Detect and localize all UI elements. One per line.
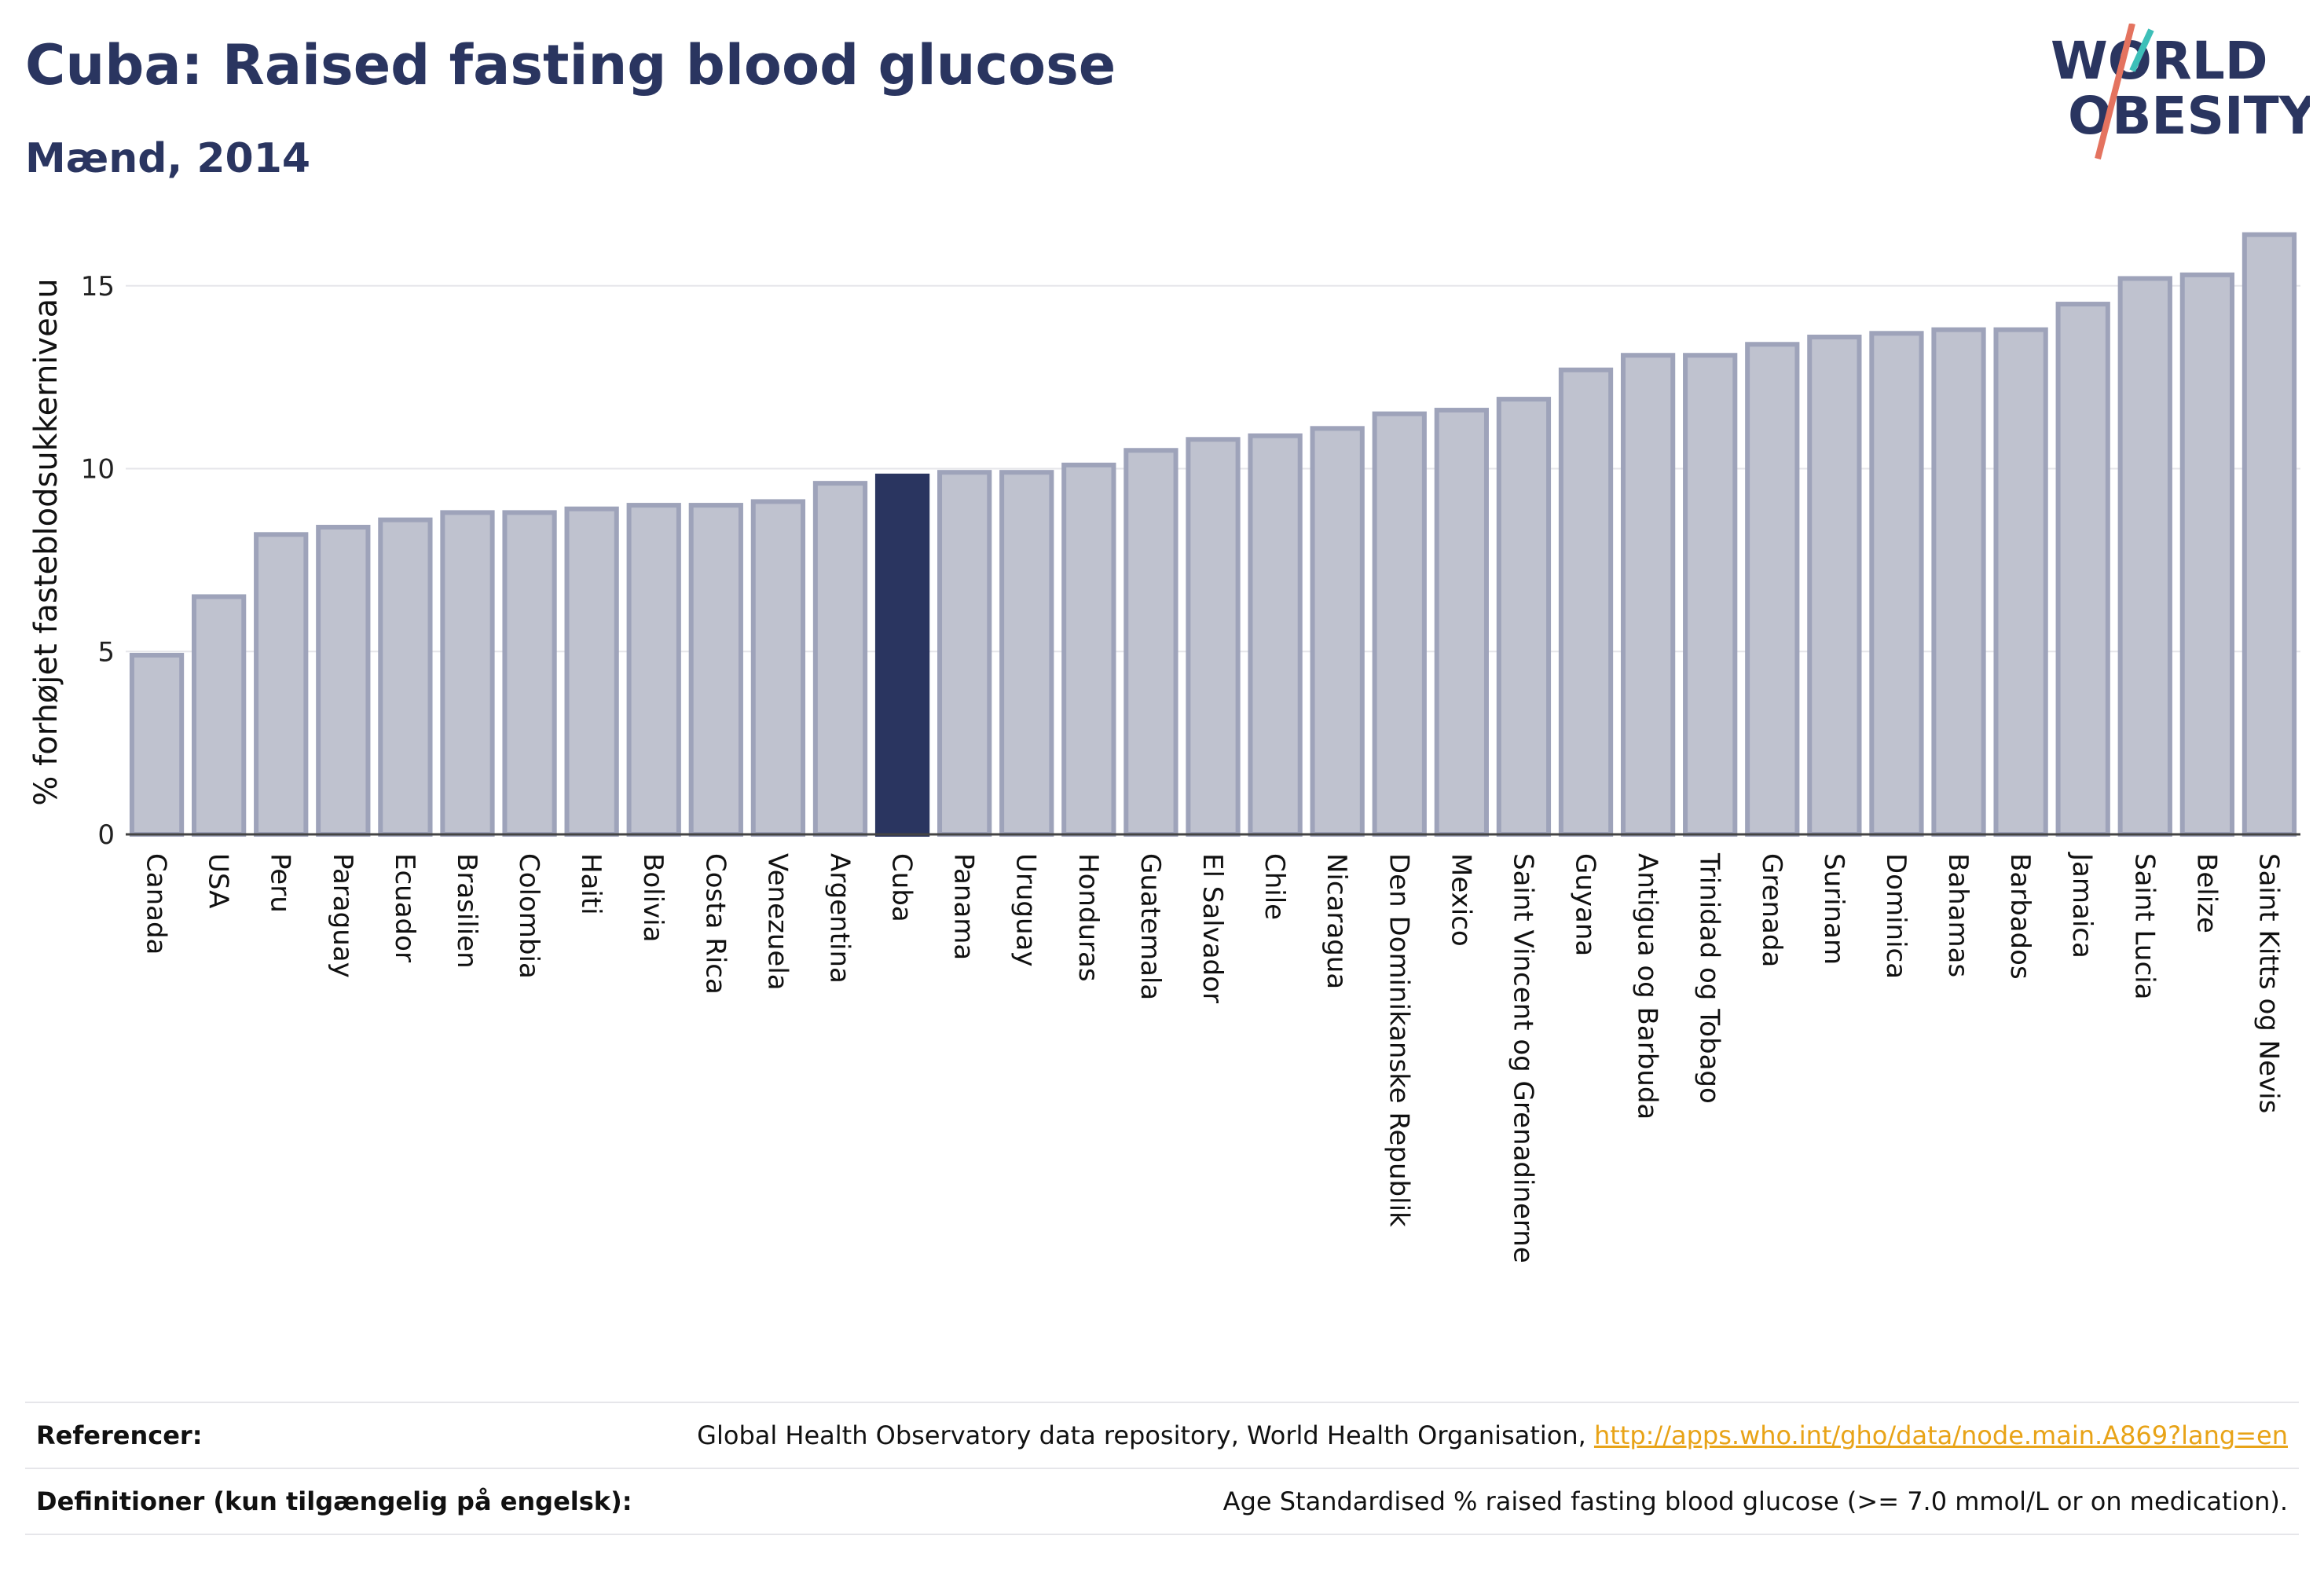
x-tick-label: Jamaica [2066, 852, 2098, 958]
chart-subtitle: Mænd, 2014 [25, 135, 311, 182]
bar-dominica [1869, 331, 1924, 837]
bar-argentina [812, 481, 868, 837]
y-tick-label: 10 [81, 454, 115, 486]
y-tick-label: 15 [81, 271, 115, 302]
x-tick-label: Belize [2190, 853, 2222, 933]
references-label: Referencer: [36, 1420, 203, 1450]
references-text: Global Health Observatory data repositor… [697, 1420, 1586, 1450]
bar-guyana [1558, 367, 1614, 837]
footer: Referencer: Global Health Observatory da… [25, 1402, 2299, 1535]
bar-grenada [1745, 342, 1800, 837]
bar-trinidad-og-tobago [1683, 353, 1738, 837]
bar-panama [937, 470, 992, 837]
bar-haiti [564, 506, 619, 837]
x-tick-label: Chile [1259, 853, 1290, 920]
x-tick-label: El Salvador [1197, 853, 1228, 1003]
x-tick-label: Brasilien [451, 853, 482, 969]
bar-chart: 0 5 10 15 Canada USA Peru Paraguay Ecuador Brasi… [28, 232, 2300, 1263]
x-tick-label: Barbados [2004, 853, 2036, 980]
x-tick-label: Den Dominikanske Republik [1383, 853, 1414, 1227]
bar-uruguay [999, 470, 1054, 837]
bar-nicaragua [1310, 426, 1365, 837]
bar-bolivia [626, 503, 681, 837]
bar-antigua-og-barbuda [1620, 353, 1676, 837]
y-tick-label: 0 [97, 819, 115, 851]
references-value: Global Health Observatory data repositor… [697, 1420, 2288, 1450]
x-tick-label: Ecuador [389, 853, 420, 962]
bar-peru [254, 532, 309, 837]
bar-usa [191, 594, 247, 837]
bars [129, 232, 2297, 837]
x-tick-label: Peru [265, 853, 296, 913]
x-tick-label: Panama [948, 853, 980, 960]
bar-cuba [874, 473, 930, 837]
bar-ecuador [378, 517, 433, 837]
bar-colombia [502, 510, 557, 837]
bar-jamaica [2055, 302, 2110, 837]
x-tick-label: Cuba [886, 853, 918, 922]
bar-canada [129, 652, 185, 837]
x-tick-label: Saint Kitts og Nevis [2253, 853, 2284, 1113]
x-tick-label: Nicaragua [1321, 853, 1352, 989]
x-tick-label: Saint Lucia [2128, 853, 2160, 999]
x-tick-label: Argentina [823, 853, 855, 984]
bar-bahamas [1931, 327, 1986, 837]
x-tick-label: Honduras [1072, 853, 1104, 982]
bar-guatemala [1124, 448, 1178, 837]
bar-saint-vincent-og-grenadinerne [1496, 397, 1552, 837]
bar-venezuela [750, 499, 806, 837]
references-link[interactable]: http://apps.who.int/gho/data/node.main.A… [1593, 1420, 2288, 1450]
logo-line-1: WORLD [2051, 31, 2268, 91]
x-tick-label: Uruguay [1010, 853, 1042, 967]
x-tick-label: Grenada [1756, 853, 1787, 967]
x-tick-label: Surinam [1818, 853, 1849, 965]
chart-title: Cuba: Raised fasting blood glucose [25, 33, 1116, 97]
x-tick-label: Trinidad og Tobago [1694, 852, 1725, 1104]
x-tick-label: Guatemala [1135, 853, 1166, 1000]
bar-den-dominikanske-republik [1372, 411, 1427, 837]
bar-belize [2179, 272, 2235, 837]
definitions-text: Age Standardised % raised fasting blood … [1222, 1486, 2288, 1516]
x-tick-label: Bahamas [1942, 853, 1974, 977]
bar-brasilien [440, 510, 495, 837]
category-labels: Canada USA Peru Paraguay Ecuador Brasilien Col… [141, 852, 2285, 1263]
x-tick-label: Colombia [513, 853, 544, 979]
definitions-row: Definitioner (kun tilgængelig på engelsk… [25, 1468, 2299, 1535]
x-tick-label: Bolivia [637, 853, 669, 942]
bar-paraguay [316, 525, 371, 837]
bar-saint-kitts-og-nevis [2242, 232, 2297, 837]
world-obesity-logo: WORLD OBESITY [2051, 24, 2310, 159]
x-tick-label: Saint Vincent og Grenadinerne [1507, 853, 1538, 1263]
x-tick-label: Costa Rica [699, 853, 731, 995]
x-tick-label: Venezuela [761, 853, 793, 991]
logo-slash-teal [2129, 28, 2154, 72]
references-row: Referencer: Global Health Observatory da… [25, 1402, 2299, 1468]
x-tick-label: Haiti [575, 853, 607, 915]
bar-costa-rica [688, 503, 743, 837]
logo-slash-red [2095, 24, 2135, 159]
definitions-label: Definitioner (kun tilgængelig på engelsk… [36, 1486, 632, 1516]
y-tick-label: 5 [97, 636, 115, 668]
bar-barbados [1993, 327, 2048, 837]
x-tick-label: Canada [141, 853, 172, 955]
x-tick-label: Guyana [1570, 853, 1601, 956]
x-tick-label: Antigua og Barbuda [1632, 853, 1663, 1120]
x-tick-label: USA [203, 853, 234, 908]
bar-el-salvador [1186, 437, 1241, 837]
bar-chile [1248, 433, 1303, 837]
x-tick-label: Paraguay [327, 853, 358, 978]
bar-honduras [1061, 462, 1116, 837]
y-axis-label: % forhøjet fasteblodsukkerniveau [28, 278, 64, 805]
axes: 0 5 10 15 [81, 271, 2300, 851]
bar-mexico [1434, 408, 1489, 837]
x-tick-label: Dominica [1880, 853, 1912, 979]
x-tick-label: Mexico [1445, 853, 1476, 947]
bar-saint-lucia [2117, 276, 2172, 837]
bar-surinam [1807, 334, 1862, 837]
